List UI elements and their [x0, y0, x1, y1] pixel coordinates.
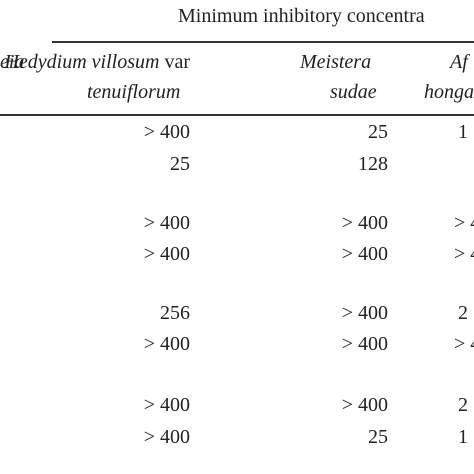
table-cell: > 4: [454, 333, 474, 355]
table-cell: 128: [358, 153, 388, 175]
table-cell: > 400: [341, 212, 388, 234]
column-header: sudae: [330, 81, 377, 103]
table-cell: > 400: [143, 426, 190, 448]
table-cell: 256: [160, 302, 190, 324]
rule: [52, 41, 474, 43]
table-cell: 2: [458, 302, 468, 324]
table-cell: > 400: [143, 212, 190, 234]
table-cell: 2: [458, 394, 468, 416]
table-cell: 1: [458, 426, 468, 448]
table-cell: > 400: [341, 302, 388, 324]
column-header: Meistera: [300, 51, 372, 73]
column-header: Hedydium villosum var: [4, 50, 190, 74]
table-cell: 1: [458, 121, 468, 143]
header-text: var: [164, 51, 190, 73]
column-header: tenuiflorum: [87, 81, 181, 103]
rule: [0, 114, 474, 116]
table-cell: > 400: [341, 394, 388, 416]
column-header: honga: [424, 81, 474, 103]
table-cell: > 400: [143, 121, 190, 143]
span-title: Minimum inhibitory concentra: [178, 5, 425, 27]
table-cell: > 4: [454, 243, 474, 265]
table-cell: 25: [368, 121, 388, 143]
column-header: eia: [0, 51, 25, 73]
table-cell: 25: [170, 153, 190, 175]
table-cell: > 400: [143, 333, 190, 355]
table-cell: > 4: [454, 212, 474, 234]
table-cell: 25: [368, 426, 388, 448]
table-cell: > 400: [341, 333, 388, 355]
header-text: Hedydium villosum: [4, 51, 160, 73]
table-cell: > 400: [143, 394, 190, 416]
table-cell: > 400: [143, 243, 190, 265]
column-header: Af: [450, 51, 468, 73]
table-cell: > 400: [341, 243, 388, 265]
